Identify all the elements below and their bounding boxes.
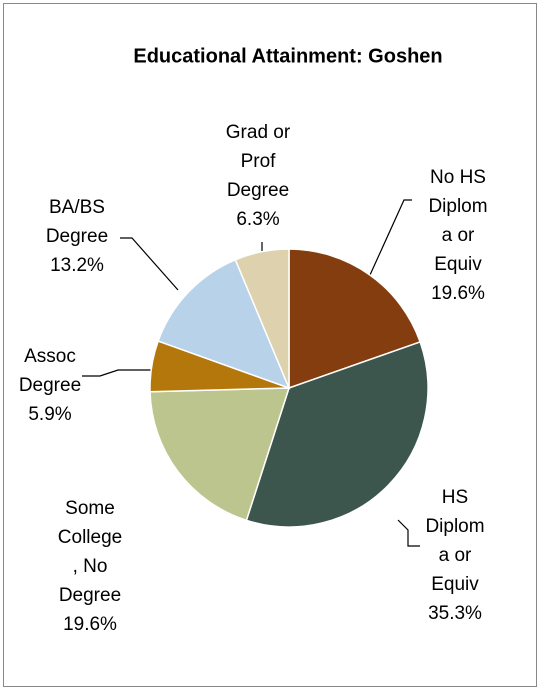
- chart-title: Educational Attainment: Goshen: [133, 45, 442, 67]
- pie-slice: [234, 248, 290, 389]
- leader-lines: [82, 199, 420, 547]
- value-label: 13.2%: [50, 255, 104, 276]
- value-label: 19.6%: [63, 614, 117, 635]
- slice-label: Some College, No Degree: [58, 498, 122, 606]
- value-label: 35.3%: [428, 603, 482, 624]
- pie-slice: [245, 340, 429, 528]
- pie-slice: [157, 258, 291, 390]
- slice-label: BA/BS Degree: [46, 197, 108, 247]
- slice-label: HS Diplom a or Equiv: [425, 487, 484, 595]
- slice-label: No HS Diplom a or Equiv: [428, 167, 487, 275]
- leader-line: [82, 369, 152, 377]
- slice-label: Assoc Degree: [19, 346, 81, 396]
- leader-line: [120, 237, 179, 291]
- value-label: 19.6%: [431, 283, 485, 304]
- value-label: 5.9%: [28, 404, 71, 425]
- pie-slice: [149, 387, 291, 522]
- leader-line: [397, 519, 420, 547]
- value-label: 6.3%: [236, 209, 279, 230]
- slice-label: Grad or Prof Degree: [226, 122, 291, 201]
- pie: [149, 248, 429, 528]
- leader-line: [369, 199, 412, 276]
